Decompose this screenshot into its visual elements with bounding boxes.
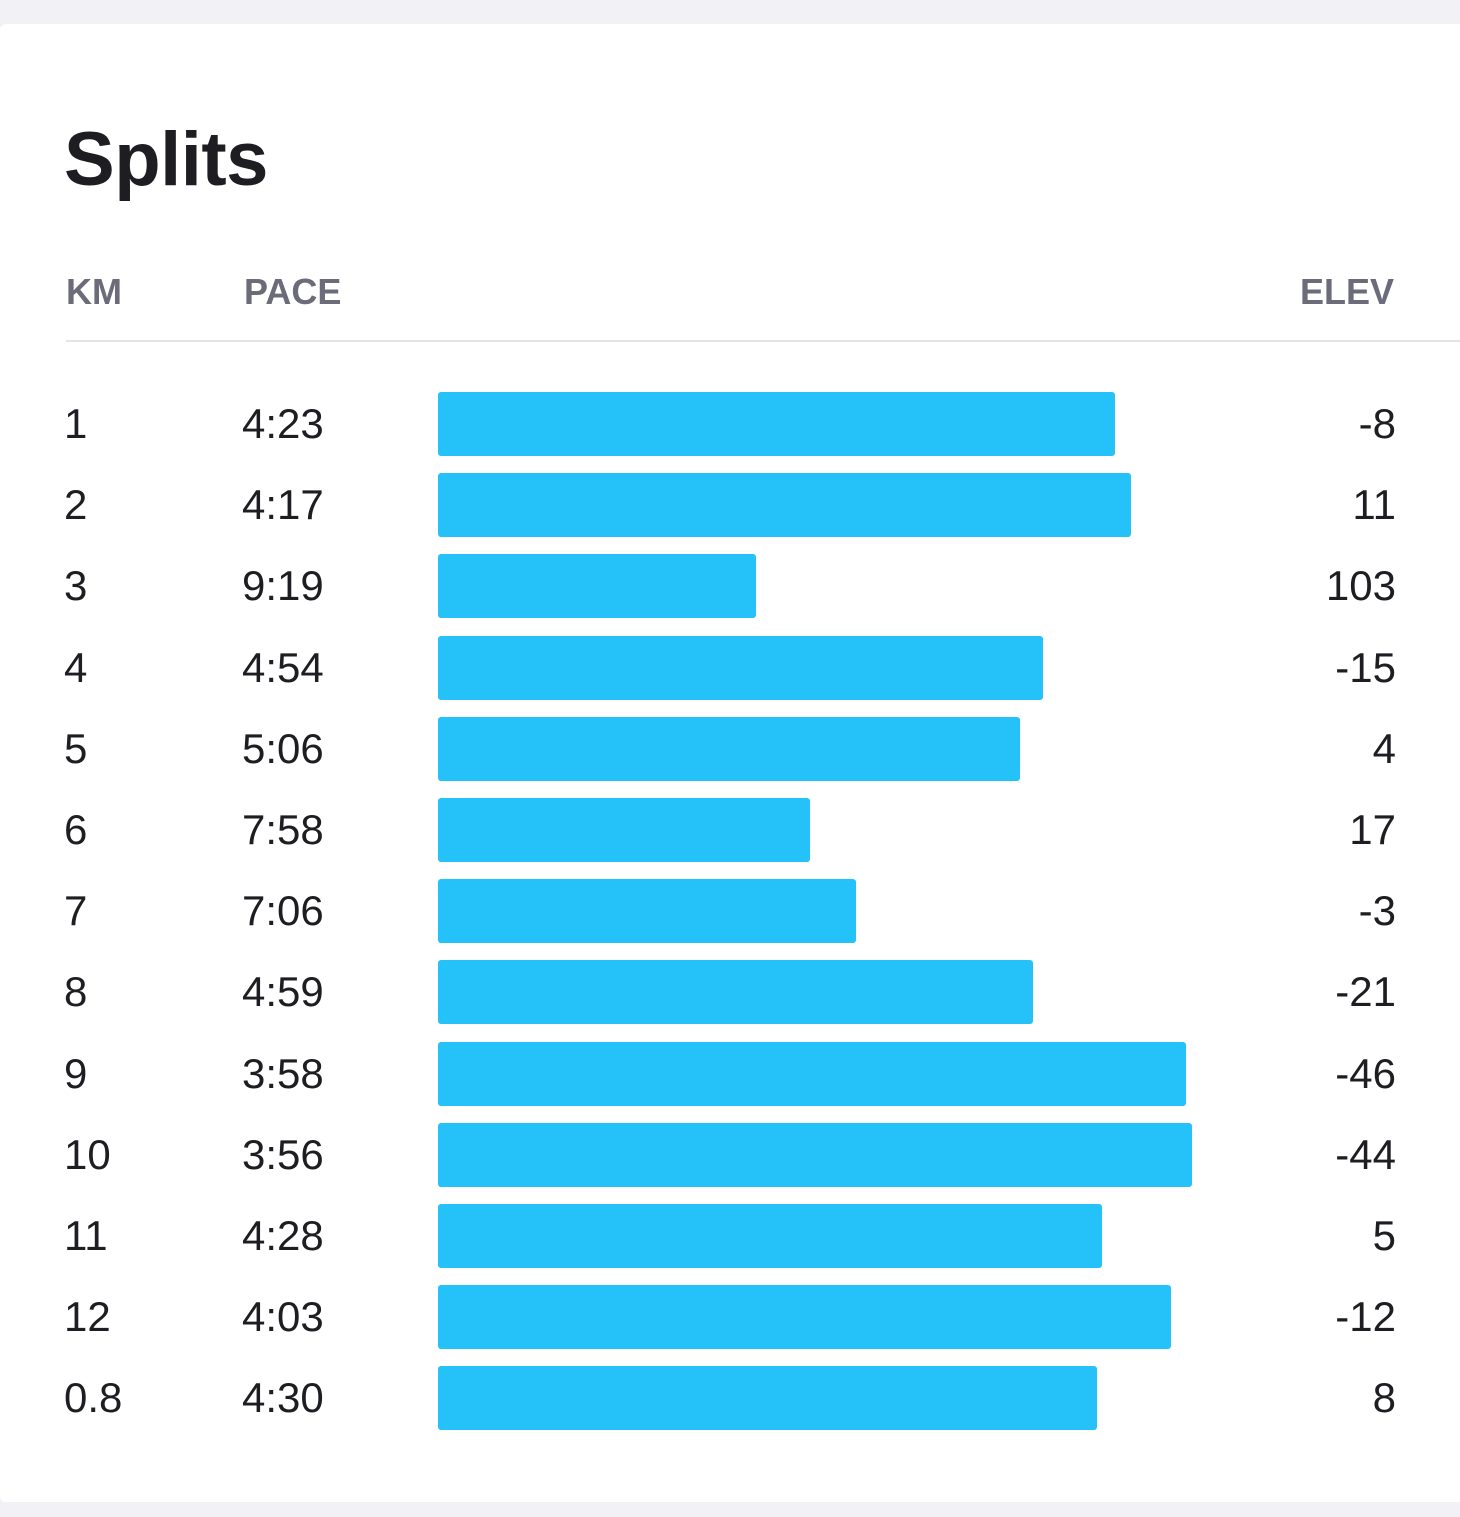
column-header-pace: PACE <box>244 271 342 312</box>
split-pace-bar <box>438 1366 1098 1431</box>
split-km: 11 <box>64 1211 108 1259</box>
split-row: 12 4:03 -12 <box>0 1285 1460 1366</box>
split-pace-bar <box>438 473 1131 538</box>
split-elevation: 8 <box>1372 1374 1396 1422</box>
split-row: 11 4:28 5 <box>0 1203 1460 1285</box>
split-km: 8 <box>64 968 88 1016</box>
split-pace: 3:56 <box>242 1130 324 1178</box>
split-elevation: 103 <box>1325 562 1396 610</box>
splits-title: Splits <box>64 117 268 202</box>
split-km: 6 <box>64 805 88 853</box>
split-pace: 4:28 <box>242 1211 324 1259</box>
splits-list: 1 4:23 -8 2 4:17 11 3 9:19 103 4 4:54 -15 5 5:06 4 6 7:5… <box>0 392 1460 1447</box>
split-elevation: 4 <box>1372 724 1396 772</box>
split-pace-bar <box>438 797 811 862</box>
split-km: 7 <box>64 887 88 935</box>
split-pace-bar <box>438 1122 1193 1187</box>
split-pace: 4:17 <box>242 481 324 529</box>
splits-card: Splits KM PACE ELEV 1 4:23 -8 2 4:17 11 3 9:19 1… <box>0 24 1460 1502</box>
split-elevation: -8 <box>1358 400 1396 447</box>
split-pace-bar <box>438 554 757 619</box>
split-km: 10 <box>64 1130 111 1178</box>
split-row: 6 7:58 17 <box>0 797 1460 879</box>
split-elevation: 17 <box>1349 805 1396 853</box>
split-row: 9 3:58 -46 <box>0 1041 1460 1123</box>
split-row: 8 4:59 -21 <box>0 960 1460 1041</box>
split-pace: 4:30 <box>242 1374 324 1422</box>
split-pace: 3:58 <box>242 1049 324 1097</box>
split-pace-bar <box>438 960 1034 1025</box>
header-divider <box>66 340 1460 342</box>
split-pace-bar <box>438 1203 1103 1268</box>
split-km: 12 <box>64 1293 111 1341</box>
split-pace: 4:23 <box>242 400 324 447</box>
split-km: 5 <box>64 724 88 772</box>
split-pace: 4:59 <box>242 968 324 1016</box>
split-pace-bar <box>438 635 1044 700</box>
column-header-km: KM <box>66 271 122 312</box>
split-km: 3 <box>64 562 88 610</box>
split-pace: 7:58 <box>242 805 324 853</box>
split-pace-bar <box>438 1041 1186 1106</box>
split-pace-bar <box>438 879 856 944</box>
split-pace: 5:06 <box>242 724 324 772</box>
split-km: 4 <box>64 643 88 691</box>
split-pace-bar <box>438 392 1115 456</box>
split-row: 7 7:06 -3 <box>0 879 1460 960</box>
split-row: 0.8 4:30 8 <box>0 1366 1460 1447</box>
split-km: 0.8 <box>64 1374 123 1422</box>
split-pace-bar <box>438 1285 1171 1350</box>
split-row: 2 4:17 11 <box>0 473 1460 554</box>
split-elevation: -21 <box>1335 968 1396 1016</box>
split-row: 3 9:19 103 <box>0 554 1460 635</box>
split-km: 9 <box>64 1049 88 1097</box>
split-elevation: -12 <box>1335 1293 1396 1341</box>
split-km: 2 <box>64 481 88 529</box>
split-elevation: -46 <box>1335 1049 1396 1097</box>
split-elevation: 5 <box>1372 1211 1396 1259</box>
split-row: 10 3:56 -44 <box>0 1122 1460 1204</box>
split-elevation: -3 <box>1358 887 1396 935</box>
split-pace: 9:19 <box>242 562 324 610</box>
column-header-elev: ELEV <box>1299 271 1394 312</box>
split-elevation: 11 <box>1352 481 1396 529</box>
split-pace: 4:03 <box>242 1293 324 1341</box>
split-row: 5 5:06 4 <box>0 716 1460 798</box>
split-pace: 4:54 <box>242 643 324 691</box>
split-row: 4 4:54 -15 <box>0 635 1460 717</box>
split-pace-bar <box>438 716 1020 781</box>
split-elevation: -44 <box>1335 1130 1396 1178</box>
split-pace: 7:06 <box>242 887 324 935</box>
split-elevation: -15 <box>1335 643 1396 691</box>
split-km: 1 <box>64 400 88 447</box>
split-row: 1 4:23 -8 <box>0 392 1460 473</box>
